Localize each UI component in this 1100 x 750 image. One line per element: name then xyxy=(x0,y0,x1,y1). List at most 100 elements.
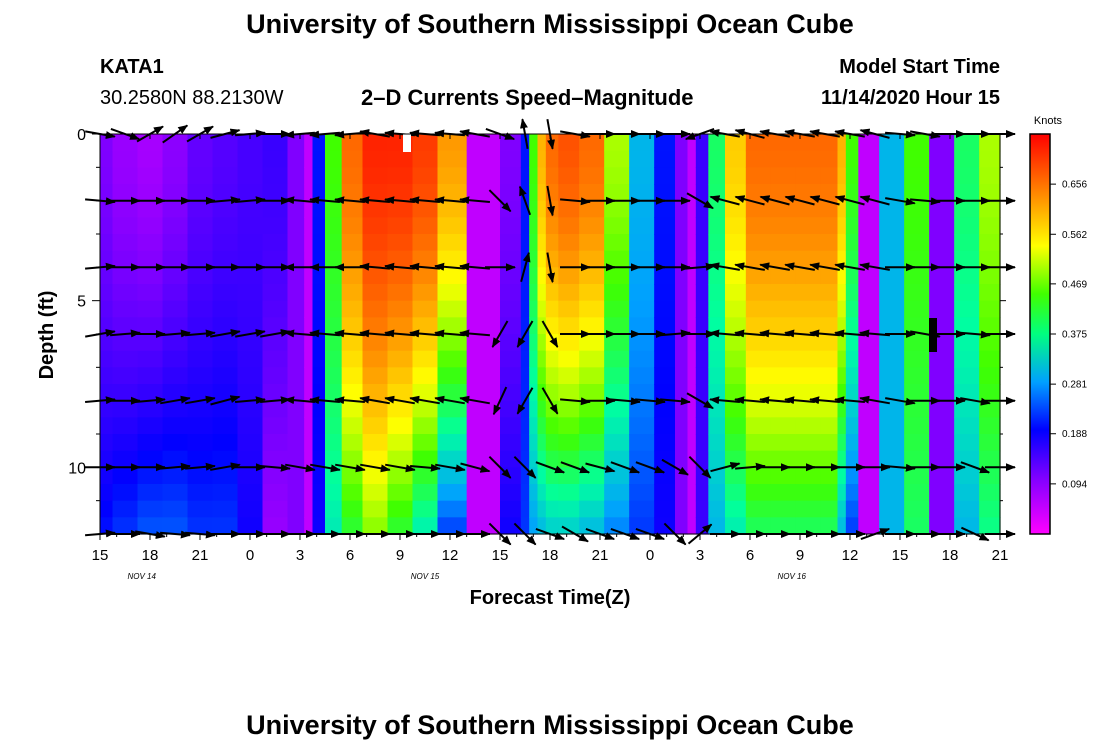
heatmap-cell xyxy=(529,184,539,202)
heatmap-cell xyxy=(820,284,839,302)
heatmap-cell xyxy=(995,400,1001,418)
current-vector xyxy=(610,397,641,406)
heatmap-cell xyxy=(745,167,772,185)
heatmap-cell xyxy=(929,384,955,402)
current-vector xyxy=(686,192,714,210)
heatmap-cell xyxy=(795,134,822,152)
heatmap-cell xyxy=(304,267,314,285)
heatmap-cell xyxy=(520,450,530,468)
heatmap-cell xyxy=(879,167,905,185)
heatmap-cell xyxy=(312,184,326,202)
heatmap-cell xyxy=(604,417,630,435)
heatmap-cell xyxy=(654,400,676,418)
heatmap-cell xyxy=(629,367,655,385)
heatmap-cell xyxy=(500,234,522,252)
heatmap-cell xyxy=(770,150,797,168)
heatmap-cell xyxy=(929,150,955,168)
heatmap-cell xyxy=(387,417,414,435)
heatmap-cell xyxy=(837,450,847,468)
heatmap-cell xyxy=(687,217,697,235)
heatmap-cell xyxy=(837,384,847,402)
heatmap-cell xyxy=(304,450,314,468)
heatmap-cell xyxy=(162,284,189,302)
heatmap-cell xyxy=(437,500,468,518)
heatmap-cell xyxy=(287,300,305,318)
heatmap-cell xyxy=(312,134,326,152)
heatmap-cell xyxy=(654,200,676,218)
x-tick-label: 18 xyxy=(142,547,159,564)
heatmap-cell xyxy=(629,267,655,285)
heatmap-cell xyxy=(162,484,189,502)
heatmap-cell xyxy=(212,284,239,302)
heatmap-cell xyxy=(629,484,655,502)
heatmap-cell xyxy=(500,317,522,335)
heatmap-cell xyxy=(708,517,726,535)
heatmap-cell xyxy=(995,350,1001,368)
heatmap-cell xyxy=(979,334,997,352)
heatmap-cell xyxy=(995,434,1001,452)
heatmap-cell xyxy=(341,150,364,168)
heatmap-cell xyxy=(995,500,1001,518)
heatmap-cell xyxy=(325,367,343,385)
heatmap-cell xyxy=(995,284,1001,302)
colorbar-tick-label: 0.094 xyxy=(1062,479,1087,490)
heatmap-cell xyxy=(112,217,139,235)
heatmap-cell xyxy=(954,317,980,335)
heatmap-cell xyxy=(100,517,114,535)
heatmap-cell xyxy=(162,417,189,435)
heatmap-cell xyxy=(629,317,655,335)
heatmap-cell xyxy=(341,167,364,185)
heatmap-cell xyxy=(341,300,364,318)
current-vector xyxy=(110,329,141,338)
heatmap-cell xyxy=(675,367,689,385)
heatmap-cell xyxy=(629,384,655,402)
heatmap-cell xyxy=(362,134,389,152)
heatmap-cell xyxy=(262,484,289,502)
heatmap-cell xyxy=(770,334,797,352)
heatmap-cell xyxy=(820,184,839,202)
heatmap-cell xyxy=(304,417,314,435)
heatmap-cell xyxy=(466,150,501,168)
heatmap-cell xyxy=(362,334,389,352)
x-axis-label: Forecast Time(Z) xyxy=(470,587,631,609)
heatmap-cell xyxy=(520,317,530,335)
heatmap-cell xyxy=(629,417,655,435)
heatmap-cell xyxy=(287,417,305,435)
heatmap-cell xyxy=(312,400,326,418)
heatmap-cell xyxy=(262,384,289,402)
heatmap-cell xyxy=(466,450,501,468)
heatmap-cell xyxy=(212,134,239,152)
heatmap-cell xyxy=(795,284,822,302)
heatmap-cell xyxy=(879,434,905,452)
heatmap-cell xyxy=(995,200,1001,218)
heatmap-cell xyxy=(412,267,439,285)
heatmap-cell xyxy=(520,217,530,235)
heatmap-cell xyxy=(929,367,955,385)
heatmap-cell xyxy=(904,150,930,168)
heatmap-cell xyxy=(137,234,164,252)
heatmap-cell xyxy=(695,317,709,335)
heatmap-cell xyxy=(904,417,930,435)
heatmap-cell xyxy=(341,284,364,302)
heatmap-cell xyxy=(237,400,264,418)
station-id: KATA1 xyxy=(100,56,164,78)
heatmap-cell xyxy=(187,417,214,435)
heatmap-cell xyxy=(795,400,822,418)
heatmap-cell xyxy=(979,167,997,185)
heatmap-cell xyxy=(162,184,189,202)
heatmap-cell xyxy=(529,150,539,168)
heatmap-cell xyxy=(529,434,539,452)
heatmap-cell xyxy=(500,334,522,352)
heatmap-cell xyxy=(579,350,605,368)
heatmap-cell xyxy=(466,350,501,368)
heatmap-cell xyxy=(770,517,797,535)
heatmap-cell xyxy=(995,167,1001,185)
heatmap-cell xyxy=(437,517,468,535)
heatmap-cell xyxy=(558,267,580,285)
heatmap-cell xyxy=(100,184,114,202)
heatmap-cell xyxy=(879,400,905,418)
heatmap-cell xyxy=(579,167,605,185)
current-vector xyxy=(459,329,490,338)
heatmap-cell xyxy=(304,400,314,418)
heatmap-cell xyxy=(879,134,905,152)
